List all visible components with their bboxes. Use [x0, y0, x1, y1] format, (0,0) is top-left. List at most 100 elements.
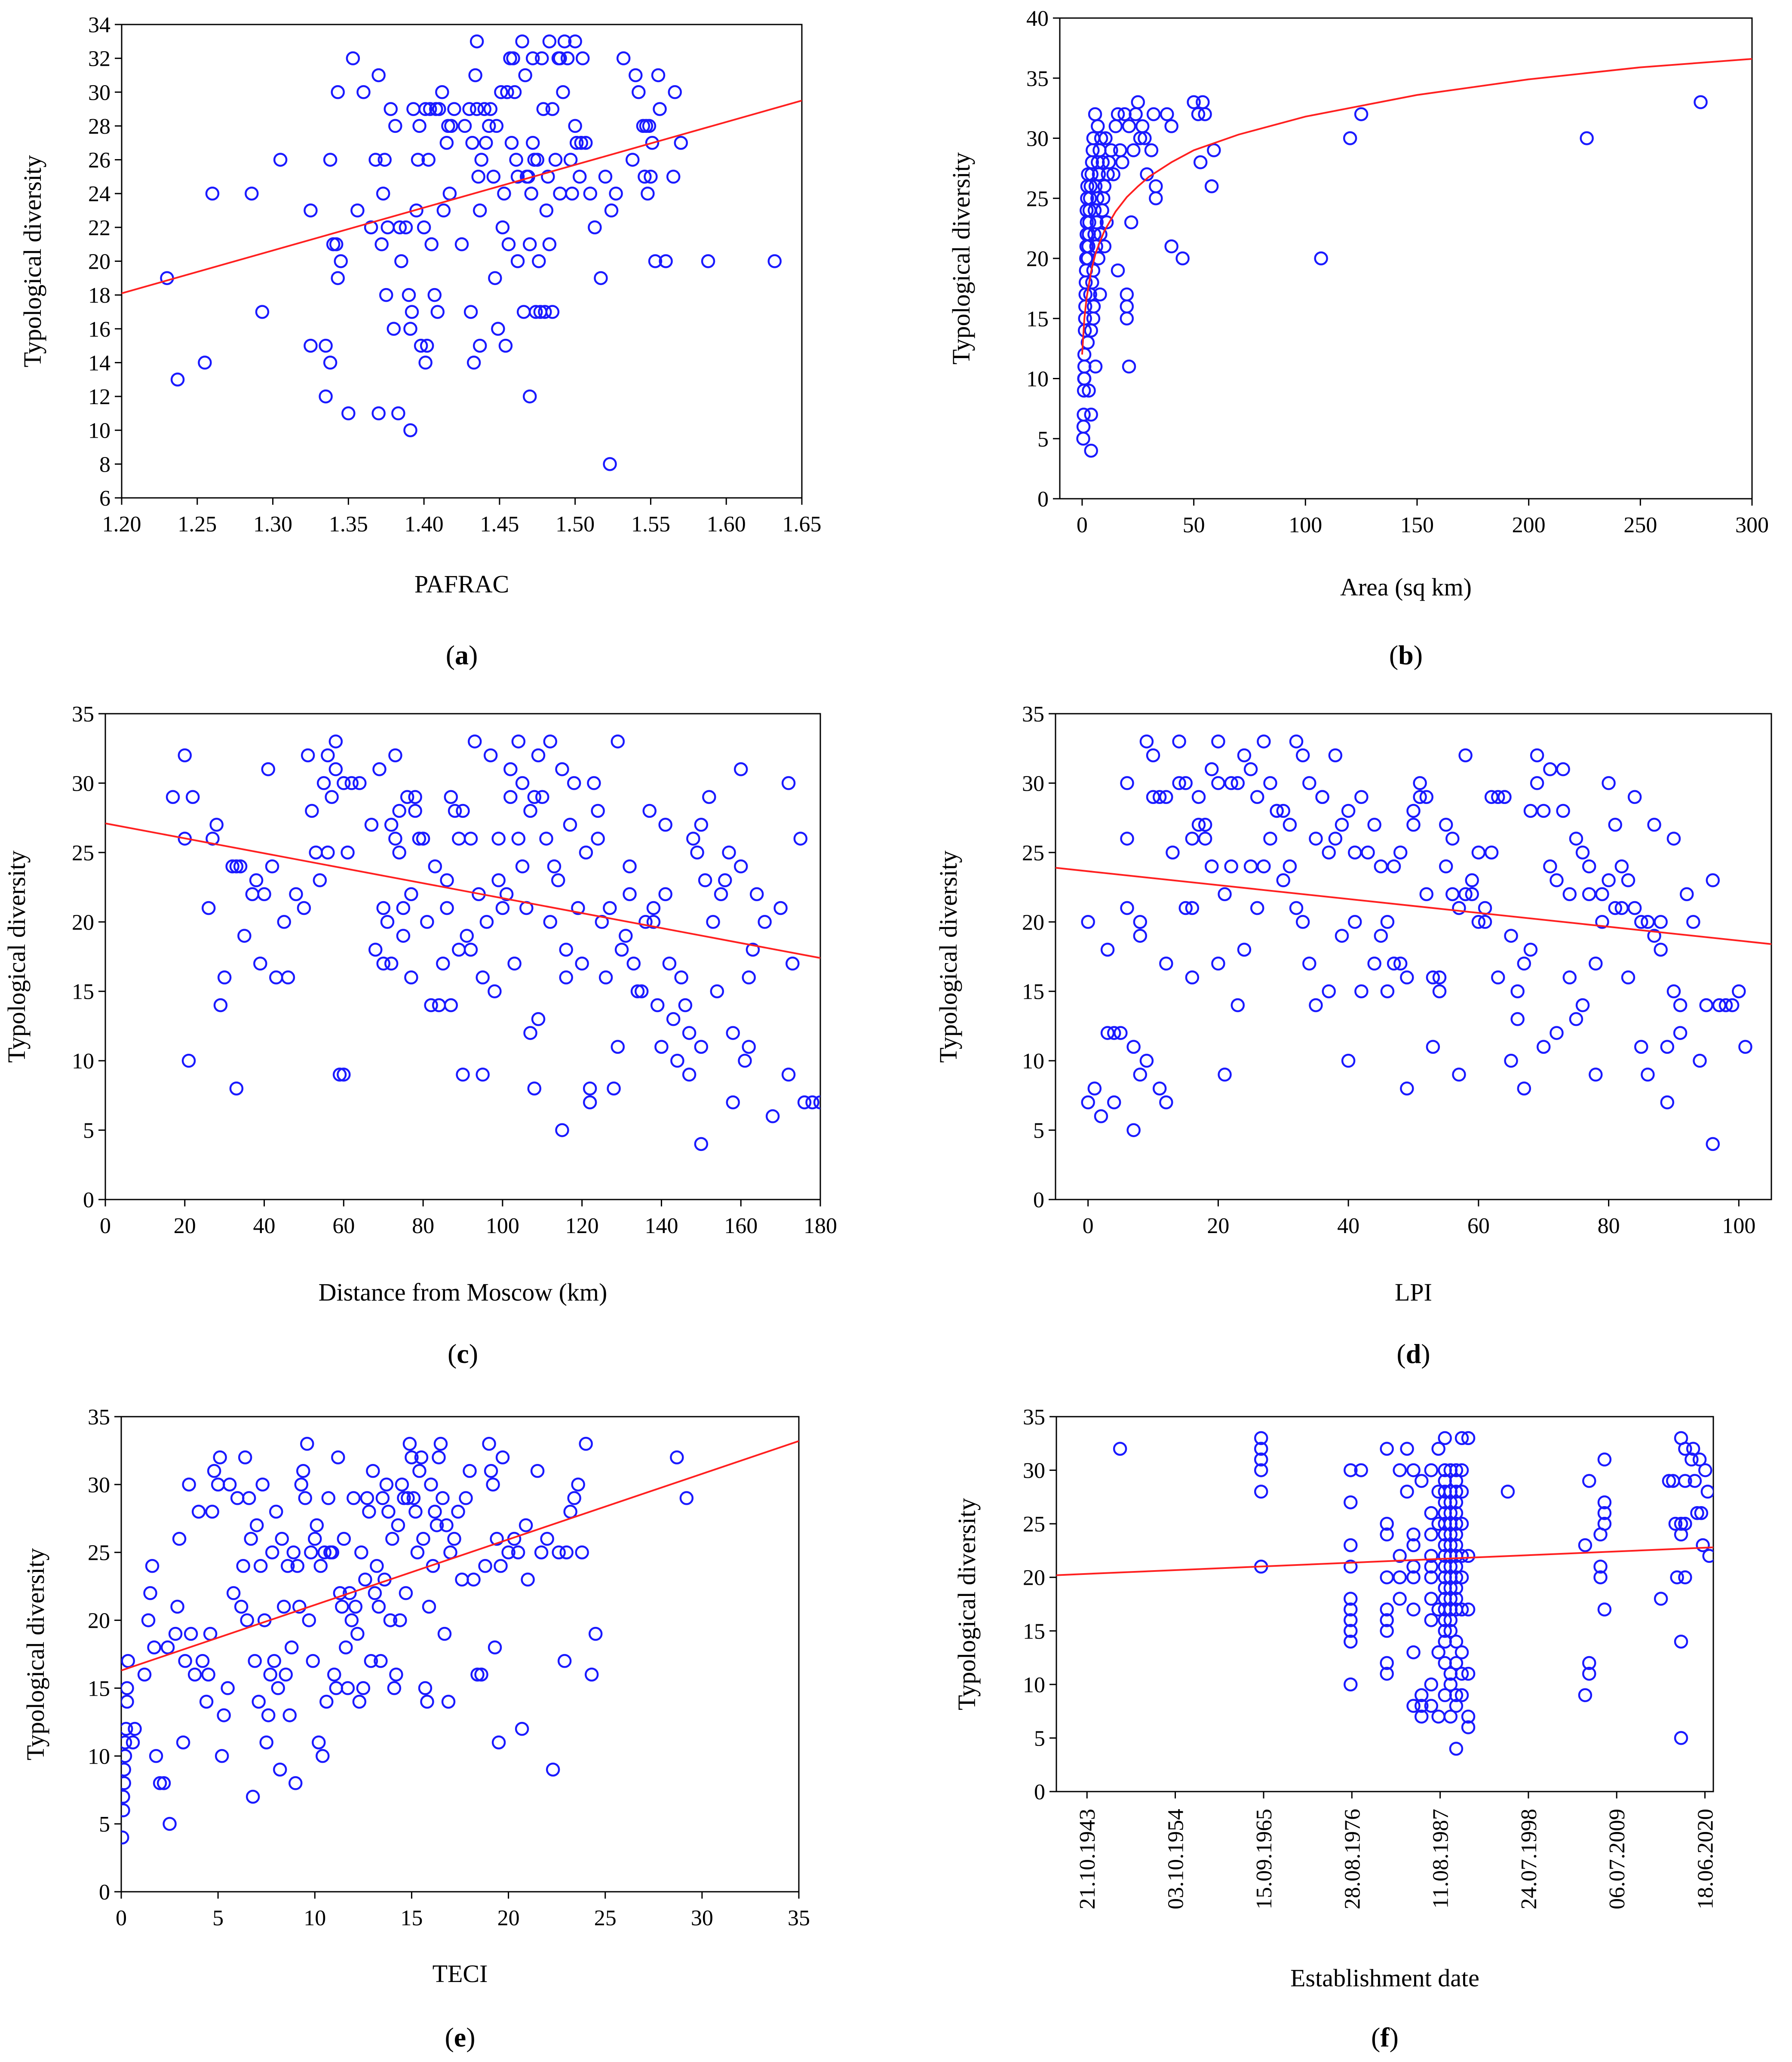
data-point — [1597, 1602, 1612, 1617]
data-point — [1582, 859, 1596, 874]
data-point — [249, 873, 264, 887]
data-point — [368, 942, 383, 957]
data-point — [1172, 776, 1186, 790]
data-point — [1393, 1592, 1407, 1606]
data-point — [525, 136, 540, 150]
data-point — [1449, 1634, 1464, 1649]
data-point — [402, 288, 416, 302]
data-point — [1276, 804, 1291, 818]
data-point — [523, 1026, 537, 1040]
data-point — [1093, 287, 1107, 302]
data-point — [350, 1626, 365, 1641]
data-point — [121, 1803, 130, 1817]
data-point — [184, 1626, 198, 1641]
y-tick-label-e: 25 — [88, 1541, 110, 1565]
data-point — [1668, 1516, 1683, 1531]
data-point — [1393, 1463, 1407, 1477]
data-point — [1204, 179, 1219, 193]
data-point — [1335, 929, 1349, 943]
data-point — [1454, 1570, 1469, 1584]
data-point — [1374, 859, 1388, 874]
data-point — [1380, 1516, 1394, 1531]
y-tick-label-a: 24 — [88, 182, 110, 206]
data-point — [511, 734, 526, 749]
data-point — [304, 203, 318, 218]
data-point — [591, 804, 605, 818]
data-point — [1478, 915, 1492, 929]
data-point — [1237, 942, 1252, 957]
data-point — [1406, 1645, 1421, 1660]
data-point — [1725, 998, 1740, 1013]
x-tick-label-f: 24.07.1998 — [1517, 1809, 1541, 1909]
y-axis-label-f: Typological diversity — [953, 1498, 981, 1710]
data-point — [551, 873, 565, 887]
data-point — [1120, 311, 1134, 325]
data-point — [242, 1491, 256, 1505]
y-tick-label-c: 25 — [72, 841, 94, 865]
data-point — [616, 51, 631, 65]
data-point — [1443, 1624, 1458, 1638]
data-point — [436, 203, 451, 218]
data-point — [384, 818, 399, 832]
data-point — [1517, 956, 1531, 971]
x-tick-label-f: 03.10.1954 — [1164, 1809, 1188, 1909]
x-tick-label-a: 1.60 — [707, 512, 746, 537]
y-tick-label-d: 35 — [1022, 702, 1044, 727]
data-point — [483, 748, 498, 763]
data-point — [186, 790, 200, 804]
data-point — [483, 102, 498, 116]
data-point — [1621, 873, 1636, 887]
data-point — [1426, 1040, 1440, 1054]
data-layer-c — [105, 734, 820, 1151]
data-point — [457, 119, 472, 133]
data-point — [1562, 970, 1577, 985]
data-point — [1654, 1592, 1668, 1606]
data-point — [1185, 901, 1200, 915]
data-point — [121, 1681, 134, 1695]
data-point — [1107, 1026, 1121, 1040]
data-point — [587, 776, 601, 790]
data-point — [344, 776, 359, 790]
data-point — [170, 372, 185, 387]
caption-open-paren: ( — [1389, 640, 1398, 670]
data-point — [423, 102, 437, 116]
data-point — [648, 254, 663, 268]
data-point — [285, 1640, 299, 1654]
data-point — [1089, 215, 1104, 230]
data-point — [567, 776, 581, 790]
y-tick-label-d: 15 — [1022, 980, 1044, 1004]
data-point — [1575, 845, 1590, 860]
data-point — [478, 1559, 492, 1573]
data-point — [1738, 1040, 1752, 1054]
data-point — [1322, 984, 1336, 998]
data-point — [714, 887, 728, 901]
data-point — [1120, 776, 1134, 790]
data-point — [1191, 107, 1206, 121]
data-point — [1452, 901, 1466, 915]
data-point — [261, 1708, 276, 1722]
data-point — [1550, 873, 1564, 887]
data-point — [609, 186, 623, 201]
data-point — [1578, 1538, 1593, 1553]
data-point — [539, 203, 554, 218]
data-point — [501, 237, 516, 252]
data-point — [1126, 1123, 1141, 1137]
data-point — [786, 956, 800, 971]
data-point — [404, 887, 418, 901]
y-tick-label-d: 25 — [1022, 841, 1044, 865]
data-point — [1344, 1677, 1358, 1692]
data-point — [1254, 1452, 1268, 1467]
data-point — [1406, 1570, 1421, 1584]
data-point — [1091, 251, 1106, 266]
x-tick-label-e: 30 — [691, 1906, 713, 1930]
data-point — [1406, 818, 1421, 832]
data-point — [1443, 1495, 1458, 1510]
data-point — [1439, 818, 1453, 832]
caption-close-paren: ) — [1390, 2022, 1399, 2053]
data-point — [658, 887, 672, 901]
data-point — [463, 832, 478, 846]
data-point — [1092, 167, 1106, 181]
x-tick-label-a: 1.25 — [178, 512, 217, 537]
data-point — [1686, 915, 1700, 929]
